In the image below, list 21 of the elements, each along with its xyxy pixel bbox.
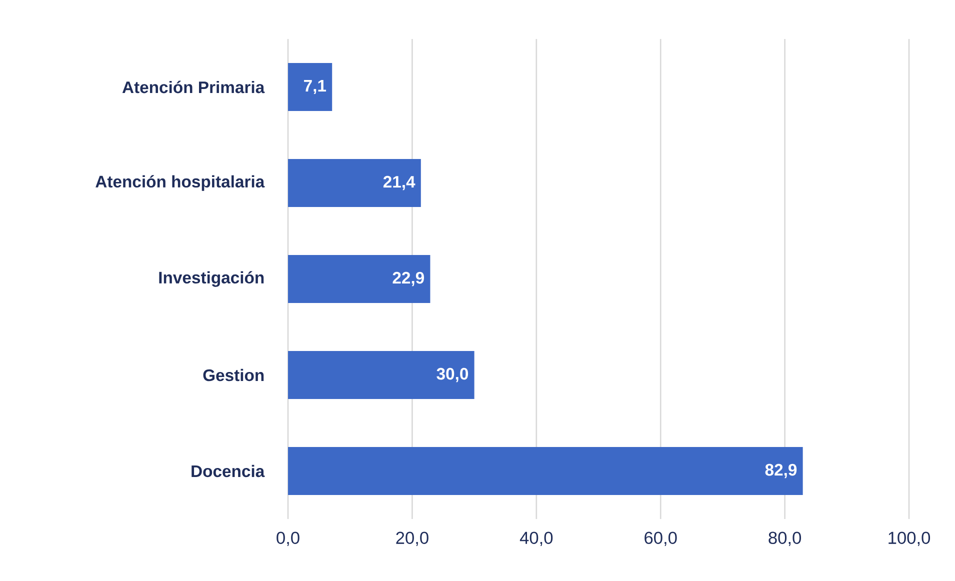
bar (288, 63, 332, 112)
y-tick-label: Gestion (203, 368, 264, 382)
x-tick-label: 0,0 (276, 532, 300, 546)
data-label: 22,9 (392, 272, 424, 286)
x-tick-label: 100,0 (888, 532, 930, 546)
bar (288, 351, 474, 400)
data-label: 82,9 (765, 464, 797, 478)
bar (288, 255, 430, 304)
y-tick-label: Atención Primaria (122, 80, 265, 94)
x-tick-label: 40,0 (520, 532, 553, 546)
data-label: 7,1 (304, 80, 326, 94)
y-tick-label: Atención hospitalaria (96, 175, 265, 191)
y-tick-label: Docencia (192, 464, 265, 478)
x-tick-label: 80,0 (768, 532, 802, 546)
bar (288, 447, 803, 496)
bar (288, 159, 421, 208)
x-tick-label: 60,0 (644, 532, 677, 546)
x-tick-label: 20,0 (396, 532, 428, 546)
y-tick-label: Investigación (159, 271, 264, 287)
data-label: 21,4 (383, 176, 416, 190)
data-label: 30,0 (436, 368, 468, 382)
